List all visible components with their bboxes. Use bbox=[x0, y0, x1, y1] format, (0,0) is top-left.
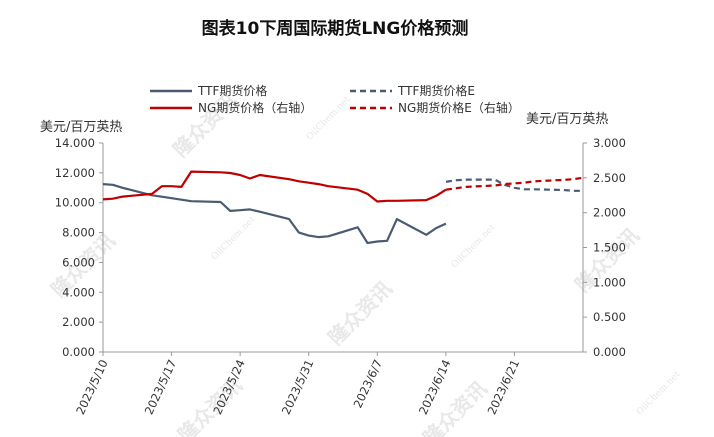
right-tick-label: 2.500 bbox=[593, 171, 626, 185]
x-tick-label: 2023/5/17 bbox=[142, 357, 180, 416]
legend: TTF期货价格 TTF期货价格E NG期货价格（右轴） NG期货价格E（右轴） bbox=[150, 83, 520, 115]
legend-label-1: TTF期货价格 bbox=[197, 83, 267, 98]
watermark-text: 隆众资讯 bbox=[168, 88, 242, 162]
chart-title: 图表10下周国际期货LNG价格预测 bbox=[202, 18, 469, 39]
legend-label-3: NG期货价格（右轴） bbox=[198, 100, 312, 115]
left-tick-label: 14.000 bbox=[55, 136, 95, 150]
watermark-text: 隆众资讯 bbox=[323, 276, 397, 350]
legend-label-2: TTF期货价格E bbox=[397, 83, 475, 98]
watermark-small-text: OilChem.net bbox=[210, 215, 258, 263]
left-tick-label: 6.000 bbox=[62, 255, 95, 269]
x-tick-label: 2023/6/7 bbox=[350, 357, 385, 410]
x-tick-label: 2023/5/10 bbox=[73, 357, 111, 416]
left-axis-unit-label: 美元/百万英热 bbox=[40, 120, 122, 135]
series-line-4 bbox=[445, 176, 584, 191]
right-tick-label: 1.500 bbox=[593, 241, 626, 255]
watermark-small-text: OilChem.net bbox=[635, 370, 683, 418]
left-tick-label: 8.000 bbox=[62, 226, 95, 240]
legend-label-4: NG期货价格E（右轴） bbox=[398, 100, 520, 115]
axes: 0.000 2.000 4.000 6.000 8.000 10.000 12.000 14.… bbox=[55, 136, 626, 417]
x-tick-label: 2023/6/21 bbox=[485, 357, 523, 416]
left-tick-label: 2.000 bbox=[62, 315, 95, 329]
right-tick-label: 3.000 bbox=[593, 136, 626, 150]
left-tick-label: 12.000 bbox=[55, 166, 95, 180]
x-tick-label: 2023/5/31 bbox=[279, 357, 317, 416]
left-tick-label: 4.000 bbox=[62, 285, 95, 299]
series-line-3 bbox=[102, 170, 447, 203]
right-tick-label: 0.500 bbox=[593, 310, 626, 324]
watermark-small-text: OilChem.net bbox=[450, 223, 498, 271]
series-line-2 bbox=[445, 178, 583, 192]
series-line-1 bbox=[102, 183, 447, 245]
right-axis-unit-label: 美元/百万英热 bbox=[526, 112, 608, 127]
left-tick-label: 0.000 bbox=[62, 345, 95, 359]
right-tick-label: 1.000 bbox=[593, 275, 626, 289]
series-layer bbox=[102, 170, 584, 245]
right-tick-label: 0.000 bbox=[593, 345, 626, 359]
left-tick-label: 10.000 bbox=[55, 196, 95, 210]
right-tick-label: 2.000 bbox=[593, 206, 626, 220]
